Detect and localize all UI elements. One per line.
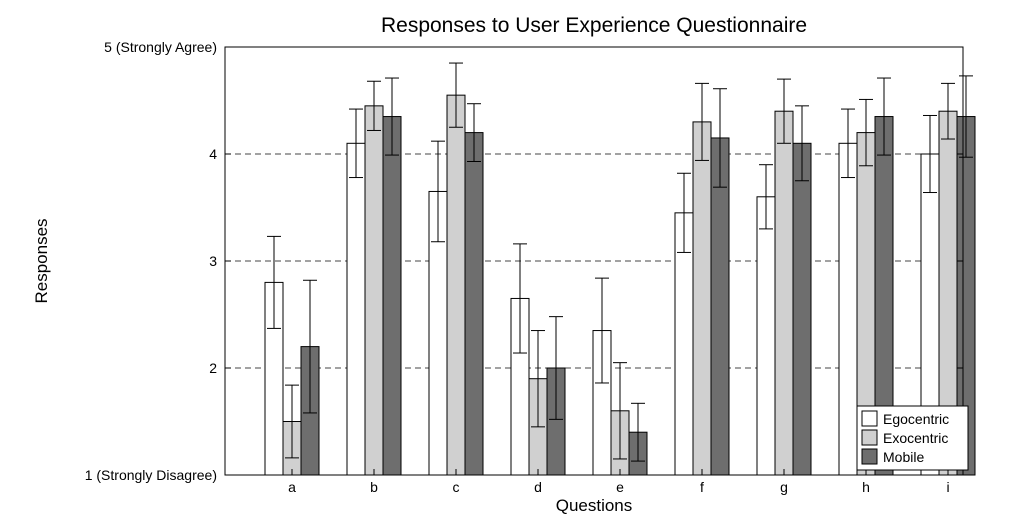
x-tick-label-a: a [288,479,296,495]
legend-swatch-exocentric [861,429,878,446]
chart-title: Responses to User Experience Questionnai… [381,14,807,37]
y-tick-label-4: 4 [209,146,217,162]
y-tick-label-5: 5 (Strongly Agree) [104,39,217,55]
legend-swatch-egocentric [861,410,878,427]
bar-exocentric-b [364,105,384,476]
x-tick-label-b: b [370,479,378,495]
bar-egocentric-g [756,196,776,476]
x-tick-label-g: g [780,479,788,495]
legend: Egocentric Exocentric Mobile [856,405,969,471]
x-tick-label-f: f [700,479,704,495]
bar-exocentric-c [446,94,466,476]
bar-mobile-b [382,116,402,476]
bar-mobile-g [792,142,812,476]
x-tick-label-h: h [862,479,870,495]
bar-exocentric-g [774,110,794,476]
x-axis-label: Questions [556,496,633,514]
bar-egocentric-b [346,142,366,476]
x-tick-label-d: d [534,479,542,495]
bar-mobile-f [710,137,730,476]
legend-label-exocentric: Exocentric [883,430,948,446]
y-tick-label-3: 3 [209,253,217,269]
y-tick-label-2: 2 [209,360,217,376]
x-tick-label-c: c [453,479,460,495]
x-tick-label-i: i [946,479,949,495]
legend-label-egocentric: Egocentric [883,411,949,427]
legend-swatch-mobile [861,448,878,465]
y-tick-label-1: 1 (Strongly Disagree) [85,467,217,483]
bar-egocentric-h [838,142,858,476]
legend-label-mobile: Mobile [883,449,924,465]
bar-exocentric-f [692,121,712,476]
x-tick-label-e: e [616,479,624,495]
y-axis-label: Responses [32,218,51,303]
bar-mobile-c [464,132,484,476]
